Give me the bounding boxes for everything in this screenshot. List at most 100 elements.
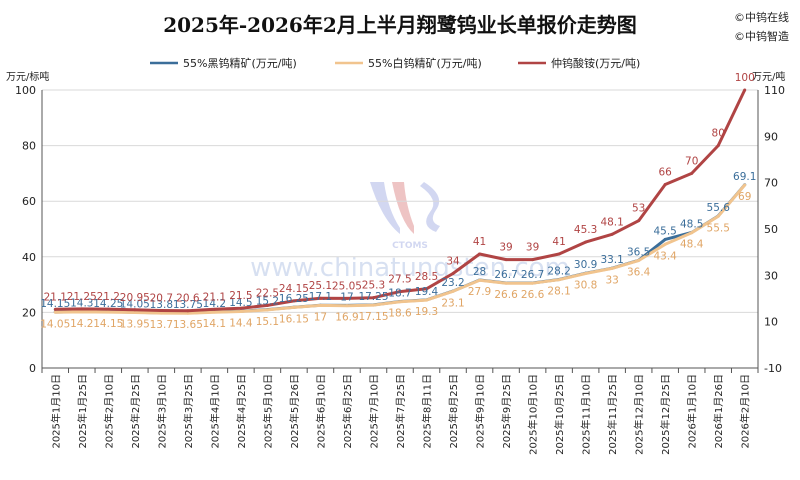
series-0-data-label: 14.15 [40, 298, 70, 310]
series-2-data-label: 41 [552, 236, 565, 248]
x-tick-label: 2025年1月10日 [49, 374, 62, 449]
x-tick-label: 2025年8月11日 [421, 374, 434, 449]
series-1-data-label: 13.65 [173, 319, 203, 331]
series-2-data-label: 21.1 [44, 291, 67, 303]
x-tick-label: 2025年2月10日 [102, 374, 115, 449]
series-0-data-label: 36.5 [627, 246, 650, 258]
series-1-data-label: 26.6 [521, 289, 545, 301]
series-0-data-label: 14.05 [120, 298, 150, 310]
series-0-data-label: 69.1 [733, 171, 756, 183]
left-tick-label: 100 [15, 84, 36, 97]
x-tick-label: 2025年6月10日 [314, 374, 327, 449]
series-0-data-label: 48.5 [680, 218, 703, 230]
series-1-data-label: 16.9 [335, 312, 358, 324]
series-0-data-label: 13.75 [173, 299, 203, 311]
x-tick-label: 2025年12月10日 [633, 374, 646, 455]
right-axis-unit: 万元/吨 [752, 70, 785, 83]
series-1-data-label: 14.15 [93, 318, 123, 330]
series-1-point [663, 242, 667, 246]
series-2-data-label: 21.1 [203, 291, 226, 303]
series-1-data-label: 17.15 [358, 311, 388, 323]
x-tick-label: 2025年4月10日 [208, 374, 221, 449]
series-2-point [80, 307, 84, 311]
series-1-point [584, 271, 588, 275]
series-0-data-label: 15.2 [256, 296, 279, 308]
watermark-logo-text: CTOMS [392, 241, 428, 251]
right-tick-label: 30 [764, 269, 778, 282]
left-tick-label: 40 [22, 251, 36, 264]
right-tick-label: 70 [764, 177, 778, 190]
series-2-point [53, 307, 57, 311]
series-1-data-label: 19.3 [415, 306, 438, 318]
x-tick-label: 2025年1月25日 [76, 374, 89, 449]
series-0-data-label: 45.5 [653, 225, 676, 237]
series-2-data-label: 100 [735, 72, 755, 84]
series-0-data-label: 17.1 [309, 291, 332, 303]
series-2-data-label: 53 [632, 203, 645, 215]
series-1-data-label: 30.8 [574, 279, 597, 291]
x-tick-label: 2025年5月10日 [261, 374, 274, 449]
x-tick-label: 2025年9月10日 [474, 374, 487, 449]
series-1-data-label: 55.5 [707, 222, 730, 234]
series-2-data-label: 21.2 [97, 291, 120, 303]
series-2-data-label: 39 [526, 242, 539, 254]
x-tick-label: 2025年7月10日 [367, 374, 380, 449]
series-0-data-label: 14.2 [203, 298, 226, 310]
legend: 55%黑钨精矿(万元/吨) 55%白钨精矿(万元/吨) 仲钨酸铵(万元/吨) [150, 56, 640, 70]
series-0-data-label: 28 [473, 266, 486, 278]
series-2-data-label: 25.05 [332, 280, 362, 292]
series-2-point [212, 307, 216, 311]
right-tick-label: 50 [764, 223, 778, 236]
series-2-point [133, 308, 137, 312]
series-1-data-label: 43.4 [653, 250, 677, 262]
series-1-point [318, 303, 322, 307]
series-2-data-label: 34 [446, 255, 460, 267]
series-1-point [371, 303, 375, 307]
series-2-data-label: 25.1 [309, 280, 332, 292]
series-2-point [690, 171, 694, 175]
series-1-point [186, 311, 190, 315]
series-2-data-label: 41 [473, 236, 486, 248]
series-1-point [345, 304, 349, 308]
left-tick-label: 80 [22, 140, 36, 153]
series-1-point [159, 311, 163, 315]
series-1-data-label: 26.6 [494, 289, 518, 301]
series-2-data-label: 70 [685, 155, 698, 167]
series-0-data-label: 23.2 [441, 277, 464, 289]
series-2-data-label: 25.3 [362, 280, 385, 292]
x-tick-label: 2026年2月10日 [739, 374, 752, 449]
series-1-data-label: 69 [738, 191, 751, 203]
x-tick-label: 2025年11月10日 [580, 374, 593, 455]
x-tick-label: 2025年6月25日 [341, 374, 354, 449]
series-2-point [239, 306, 243, 310]
series-2-data-label: 27.5 [388, 274, 411, 286]
series-1-point [265, 308, 269, 312]
series-2-data-label: 24.15 [279, 283, 309, 295]
series-2-data-label: 39 [499, 242, 512, 254]
series-0-data-label: 26.7 [494, 269, 517, 281]
series-0-data-label: 14.5 [229, 297, 252, 309]
series-1-data-label: 13.7 [150, 319, 173, 331]
series-1-data-label: 14.05 [40, 318, 70, 330]
x-tick-label: 2025年12月25日 [659, 374, 672, 455]
series-2-point [371, 296, 375, 300]
series-2-point [345, 296, 349, 300]
series-2-data-label: 20.95 [120, 292, 150, 304]
series-1-data-label: 48.4 [680, 239, 704, 251]
series-2-data-label: 21.25 [67, 291, 97, 303]
series-2-data-label: 45.3 [574, 224, 597, 236]
x-tick-label: 2025年8月25日 [447, 374, 460, 449]
series [53, 88, 747, 315]
series-2-point [425, 287, 429, 291]
x-tick-label: 2025年2月25日 [129, 374, 142, 449]
series-2-data-label: 80 [712, 128, 725, 140]
axes: 0 20 40 60 80 100 -10 10 30 50 70 90 110 2025年1月10日 20… [15, 84, 785, 455]
series-2-point [318, 296, 322, 300]
right-tick-label: 90 [764, 130, 778, 143]
series-1-point [531, 281, 535, 285]
legend-label-series-1: 55%白钨精矿(万元/吨) [368, 56, 482, 70]
series-0-data-label: 30.9 [574, 259, 597, 271]
series-1-data-label: 16.15 [279, 313, 309, 325]
